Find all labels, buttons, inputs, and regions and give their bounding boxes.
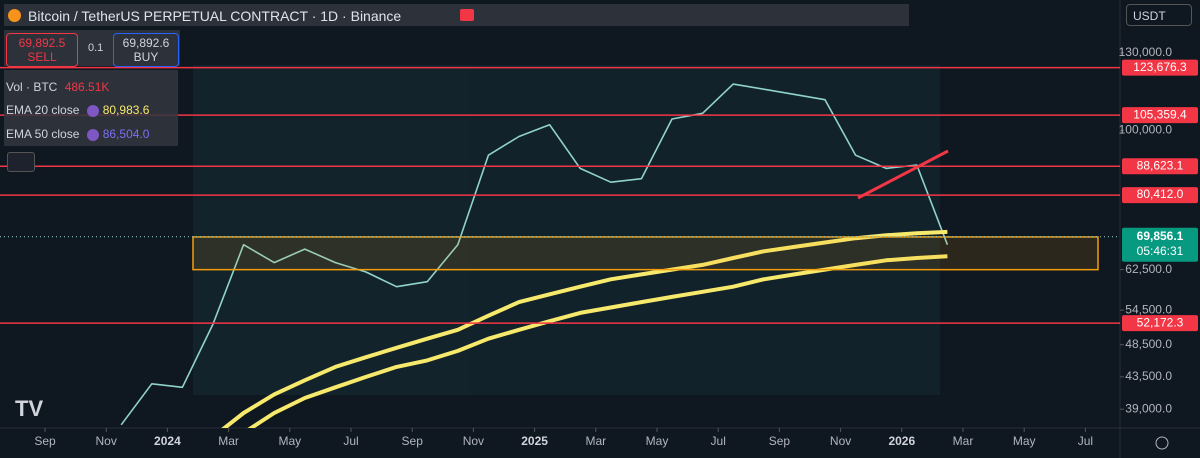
- y-tick-label: 54,500.0: [1125, 302, 1172, 316]
- y-tick-label: 130,000.0: [1119, 45, 1173, 59]
- legend-name: Vol · BTC: [6, 80, 58, 94]
- x-tick-label: Mar: [218, 434, 239, 448]
- coin-icon: [8, 9, 21, 22]
- level-label: 88,623.1: [1137, 158, 1184, 172]
- x-tick-label: Jul: [711, 434, 726, 448]
- x-tick-label: Mar: [585, 434, 606, 448]
- level-tag: [1122, 315, 1198, 332]
- legend-value: 80,983.6: [102, 103, 150, 117]
- sell-price: 69,892.5: [18, 36, 66, 50]
- y-tick-label: 100,000.0: [1119, 123, 1173, 137]
- flag: [460, 9, 474, 21]
- legend-row: EMA 50 close 86,504.0: [6, 127, 149, 141]
- settings-icon[interactable]: [1155, 436, 1169, 450]
- buy-label: BUY: [133, 50, 159, 64]
- legend-value: 486.51K: [64, 80, 110, 94]
- sell-button[interactable]: 69,892.5 SELL: [6, 33, 78, 67]
- legend-row: Vol · BTC 486.51K: [6, 80, 109, 94]
- y-tick-label: 62,500.0: [1125, 262, 1172, 276]
- y-tick-label: 39,000.0: [1125, 401, 1172, 415]
- moving-average: [247, 254, 948, 428]
- x-tick-label: Jul: [1078, 434, 1093, 448]
- legend-icon: [86, 104, 99, 117]
- legend-row: EMA 20 close 80,983.6: [6, 103, 149, 117]
- profile-panel: [470, 65, 940, 395]
- level-tag: [1122, 107, 1198, 124]
- x-tick-label: Nov: [463, 434, 484, 448]
- countdown: 05:46:31: [1137, 244, 1184, 258]
- collapse-button[interactable]: [7, 152, 35, 172]
- x-tick-label: Sep: [769, 434, 791, 448]
- x-tick-label: May: [278, 434, 301, 448]
- x-tick-label: Sep: [402, 434, 424, 448]
- y-tick-label: 48,500.0: [1125, 337, 1172, 351]
- plot: [120, 83, 949, 428]
- level-label: 52,172.3: [1137, 315, 1184, 329]
- x-tick-label: Nov: [96, 434, 117, 448]
- legend-name: EMA 50 close: [6, 127, 80, 141]
- symbol-title: Bitcoin / TetherUS PERPETUAL CONTRACT · …: [28, 8, 402, 24]
- trade-panel: [4, 30, 180, 66]
- currency-select[interactable]: USDT: [1126, 4, 1192, 26]
- price-line: [120, 83, 949, 426]
- moving-average: [221, 229, 948, 428]
- buy-price: 69,892.6: [122, 36, 170, 50]
- level-label: 80,412.0: [1137, 187, 1184, 201]
- x-tick-label: May: [646, 434, 669, 448]
- x-tick-label: Nov: [830, 434, 851, 448]
- header-bar: [4, 4, 909, 26]
- x-tick-label: Mar: [953, 434, 974, 448]
- trendline: [857, 149, 949, 200]
- y-tick-label: 43,500.0: [1125, 369, 1172, 383]
- legend-name: EMA 20 close: [6, 103, 80, 117]
- level-tag: [1122, 187, 1198, 204]
- x-tick-label: 2026: [888, 434, 915, 448]
- sell-label: SELL: [27, 50, 57, 64]
- level-label: 123,676.3: [1133, 60, 1187, 74]
- level-tag: [1122, 158, 1198, 175]
- last-price-tag: [1122, 227, 1198, 262]
- x-tick-label: Sep: [34, 434, 56, 448]
- legend-value: 86,504.0: [102, 127, 150, 141]
- zone: [192, 236, 1099, 271]
- logo: TV: [15, 396, 43, 421]
- x-tick-label: 2024: [154, 434, 181, 448]
- level-label: 105,359.4: [1133, 107, 1187, 121]
- buy-button[interactable]: 69,892.6 BUY: [113, 33, 179, 67]
- x-tick-label: May: [1013, 434, 1036, 448]
- x-tick-label: 2025: [521, 434, 548, 448]
- level-tag: [1122, 59, 1198, 76]
- quantity: 0.1: [88, 42, 104, 54]
- legend-icon: [86, 128, 99, 141]
- x-tick-label: Jul: [343, 434, 358, 448]
- last-price-label: 69,856.1: [1137, 229, 1184, 243]
